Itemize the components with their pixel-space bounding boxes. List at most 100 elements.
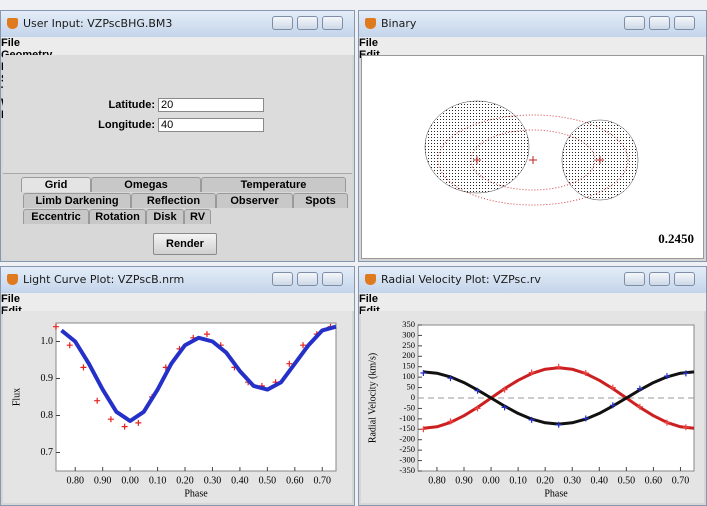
- close-button[interactable]: [322, 16, 343, 30]
- x-tick-label: 0.70: [672, 475, 690, 486]
- panel: [3, 55, 352, 174]
- title-bar: User Input: VZPscBHG.BM3: [1, 11, 354, 37]
- tab[interactable]: Omegas: [91, 177, 201, 192]
- x-axis-label: Phase: [544, 488, 568, 499]
- x-tick-label: 0.50: [259, 475, 277, 486]
- x-tick-label: 0.30: [563, 475, 581, 486]
- phase-label: 0.2450: [658, 231, 694, 246]
- close-button[interactable]: [674, 16, 695, 30]
- y-tick-label: 1.0: [41, 336, 54, 347]
- x-tick-label: 0.30: [204, 475, 222, 486]
- menu-item[interactable]: File: [359, 37, 706, 49]
- title-bar: Binary: [359, 11, 706, 37]
- client-area: 0.2450: [361, 55, 704, 259]
- tab[interactable]: RV: [184, 209, 211, 224]
- window-title: Radial Velocity Plot: VZPsc.rv: [381, 273, 541, 286]
- window-title: Light Curve Plot: VZPscB.nrm: [23, 273, 184, 286]
- client-area: 0.7 0.8 0.9 1.0 0.80 0.90 0.00 0.10 0.20 0.30 0.40…: [3, 311, 352, 503]
- title-bar: Radial Velocity Plot: VZPsc.rv: [359, 267, 706, 293]
- tab[interactable]: Grid: [21, 177, 91, 192]
- y-tick-label: -150: [399, 423, 415, 433]
- text-field[interactable]: 40: [158, 118, 264, 132]
- maximize-button[interactable]: [649, 16, 670, 30]
- x-tick-label: 0.80: [428, 475, 446, 486]
- tab[interactable]: Temperature: [201, 177, 346, 192]
- tab[interactable]: Eccentric: [23, 209, 89, 224]
- window: Light Curve Plot: VZPscB.nrmFileEdit0.70…: [0, 266, 355, 506]
- y-tick-label: 0: [411, 392, 415, 402]
- binary-view: 0.2450: [361, 55, 704, 259]
- tab[interactable]: Disk: [146, 209, 184, 224]
- app-icon: [7, 274, 18, 285]
- x-tick-label: 0.60: [645, 475, 663, 486]
- text-field[interactable]: 20: [158, 98, 264, 112]
- menu-item[interactable]: File: [359, 293, 706, 305]
- plot: 0.7 0.8 0.9 1.0 0.80 0.90 0.00 0.10 0.20 0.30 0.40…: [3, 311, 352, 503]
- x-tick-label: 0.10: [149, 475, 167, 486]
- y-axis-label: Flux: [11, 388, 22, 406]
- x-tick-label: 0.60: [286, 475, 304, 486]
- minimize-button[interactable]: [624, 272, 645, 286]
- menu-bar: FileEdit: [1, 293, 354, 311]
- maximize-button[interactable]: [297, 16, 318, 30]
- menu-item[interactable]: File: [1, 37, 354, 49]
- app-icon: [365, 18, 376, 29]
- minimize-button[interactable]: [272, 272, 293, 286]
- y-tick-label: 0.7: [41, 447, 54, 458]
- plot-area: [56, 323, 336, 471]
- window-title: User Input: VZPscBHG.BM3: [23, 17, 172, 30]
- x-tick-label: 0.50: [618, 475, 636, 486]
- x-tick-label: 0.40: [231, 475, 249, 486]
- y-tick-label: -200: [399, 434, 415, 444]
- center-marker: [529, 156, 537, 164]
- close-button[interactable]: [674, 272, 695, 286]
- y-tick-label: -50: [404, 402, 415, 412]
- y-tick-label: 50: [407, 382, 416, 392]
- render-button[interactable]: Render: [153, 233, 217, 255]
- app-icon: [7, 18, 18, 29]
- window: Radial Velocity Plot: VZPsc.rv FileEdit 35…: [358, 266, 707, 506]
- x-tick-label: 0.80: [66, 475, 84, 486]
- x-tick-label: 0.20: [536, 475, 554, 486]
- menu-bar: FileGeometryModeSpotsToolsWindowsHelp: [1, 37, 354, 55]
- tab[interactable]: Reflection: [131, 193, 216, 208]
- plot: 350300250200150100500-50-100-150-200-250…: [361, 311, 704, 503]
- x-tick-label: 0.40: [591, 475, 609, 486]
- primary-star: [425, 101, 529, 193]
- field-label: Latitude:: [15, 99, 155, 111]
- desktop: User Input: VZPscBHG.BM3 FileGeometryMode…: [0, 0, 707, 506]
- window-title: Binary: [381, 17, 416, 30]
- y-tick-label: 250: [402, 340, 415, 350]
- x-tick-label: 0.90: [94, 475, 112, 486]
- maximize-button[interactable]: [297, 272, 318, 286]
- y-tick-label: -100: [399, 413, 415, 423]
- y-tick-label: 300: [402, 329, 415, 339]
- minimize-button[interactable]: [272, 16, 293, 30]
- tab[interactable]: Limb Darkening: [23, 193, 131, 208]
- tab[interactable]: Rotation: [89, 209, 146, 224]
- tab[interactable]: Spots: [293, 193, 348, 208]
- field-label: Longitude:: [15, 119, 155, 131]
- y-tick-label: 0.8: [41, 410, 54, 421]
- maximize-button[interactable]: [649, 272, 670, 286]
- y-tick-label: 150: [402, 361, 415, 371]
- y-tick-label: 350: [402, 319, 415, 329]
- app-icon: [365, 274, 376, 285]
- x-tick-label: 0.00: [121, 475, 139, 486]
- y-tick-label: -350: [399, 465, 415, 475]
- minimize-button[interactable]: [624, 16, 645, 30]
- y-tick-label: 0.9: [41, 373, 54, 384]
- x-tick-label: 0.00: [482, 475, 500, 486]
- x-tick-label: 0.20: [176, 475, 194, 486]
- y-tick-label: -300: [399, 455, 415, 465]
- tab[interactable]: Observer: [216, 193, 293, 208]
- y-tick-label: 100: [402, 371, 415, 381]
- close-button[interactable]: [322, 272, 343, 286]
- menu-item[interactable]: File: [1, 293, 354, 305]
- x-tick-label: 0.10: [509, 475, 527, 486]
